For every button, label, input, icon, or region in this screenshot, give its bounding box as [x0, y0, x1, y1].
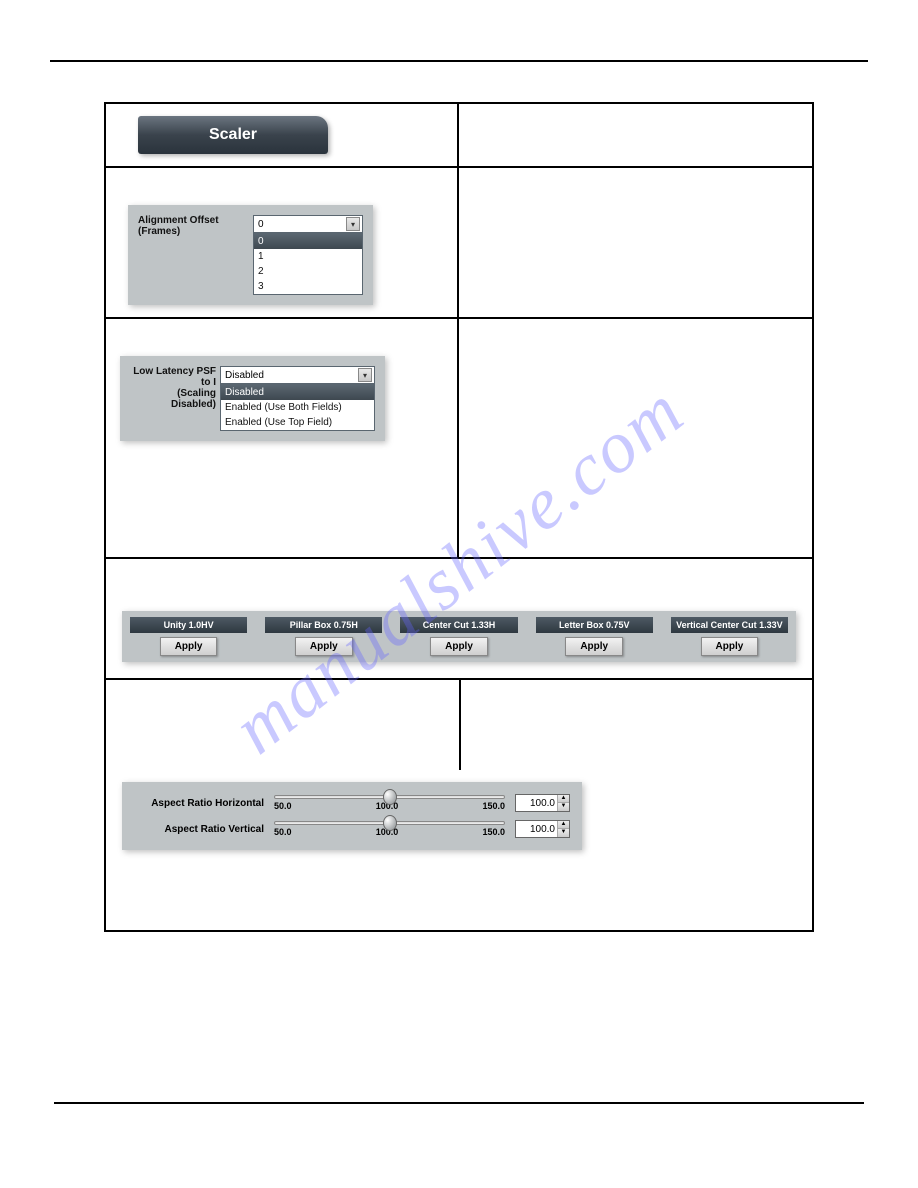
ar-vertical-value: 100.0: [516, 824, 557, 835]
chevron-down-icon[interactable]: ▾: [358, 368, 372, 382]
chevron-down-icon[interactable]: ▾: [346, 217, 360, 231]
preset-col-4: Vertical Center Cut 1.33V Apply: [671, 617, 788, 656]
empty-cell-1: [459, 104, 812, 166]
low-latency-panel: Low Latency PSF to I (Scaling Disabled) …: [120, 356, 385, 441]
ar-vertical-spinner[interactable]: 100.0 ▲▼: [515, 820, 570, 838]
aspect-ratio-panel: Aspect Ratio Horizontal 50.0 100.0 150.0…: [122, 782, 582, 850]
empty-cell-3: [459, 319, 812, 557]
ar-v-tick-min: 50.0: [274, 827, 292, 837]
apply-button-1[interactable]: Apply: [295, 637, 353, 656]
ar-v-tick-max: 150.0: [482, 827, 505, 837]
apply-button-0[interactable]: Apply: [160, 637, 218, 656]
alignment-offset-selected: 0: [258, 219, 264, 230]
spinner-up-icon[interactable]: ▲: [558, 821, 569, 829]
spinner-down-icon[interactable]: ▼: [558, 829, 569, 837]
alignment-offset-combo[interactable]: 0 ▾: [253, 215, 363, 233]
spinner-up-icon[interactable]: ▲: [558, 795, 569, 803]
preset-header-2: Center Cut 1.33H: [400, 617, 517, 633]
apply-button-2[interactable]: Apply: [430, 637, 488, 656]
preset-col-1: Pillar Box 0.75H Apply: [265, 617, 382, 656]
ar-horizontal-slider[interactable]: [274, 795, 505, 799]
preset-header-3: Letter Box 0.75V: [536, 617, 653, 633]
scaler-title-bar: Scaler: [138, 116, 328, 154]
alignment-offset-option-3[interactable]: 3: [254, 279, 362, 294]
alignment-offset-option-2[interactable]: 2: [254, 264, 362, 279]
ar-h-tick-min: 50.0: [274, 801, 292, 811]
alignment-offset-option-1[interactable]: 1: [254, 249, 362, 264]
alignment-offset-panel: Alignment Offset (Frames) 0 ▾ 0 1 2 3: [128, 205, 373, 305]
partial-divider: [459, 680, 461, 770]
ar-vertical-slider[interactable]: [274, 821, 505, 825]
apply-button-4[interactable]: Apply: [701, 637, 759, 656]
preset-col-0: Unity 1.0HV Apply: [130, 617, 247, 656]
presets-panel: Unity 1.0HV Apply Pillar Box 0.75H Apply…: [122, 611, 796, 662]
apply-button-3[interactable]: Apply: [565, 637, 623, 656]
ar-horizontal-spinner[interactable]: 100.0 ▲▼: [515, 794, 570, 812]
low-latency-combo[interactable]: Disabled ▾: [220, 366, 375, 384]
ar-horizontal-value: 100.0: [516, 798, 557, 809]
ar-h-tick-max: 150.0: [482, 801, 505, 811]
low-latency-listbox[interactable]: Disabled Enabled (Use Both Fields) Enabl…: [220, 384, 375, 431]
top-rule: [50, 60, 868, 62]
ar-horizontal-label: Aspect Ratio Horizontal: [134, 798, 264, 809]
low-latency-option-0[interactable]: Disabled: [221, 385, 374, 400]
preset-col-2: Center Cut 1.33H Apply: [400, 617, 517, 656]
preset-col-3: Letter Box 0.75V Apply: [536, 617, 653, 656]
alignment-offset-label: Alignment Offset (Frames): [138, 215, 249, 237]
preset-header-4: Vertical Center Cut 1.33V: [671, 617, 788, 633]
spinner-down-icon[interactable]: ▼: [558, 803, 569, 811]
low-latency-label-2: (Scaling Disabled): [130, 388, 216, 410]
alignment-offset-option-0[interactable]: 0: [254, 234, 362, 249]
low-latency-label-1: Low Latency PSF to I: [130, 366, 216, 388]
ar-vertical-thumb[interactable]: [383, 815, 397, 831]
bottom-rule: [54, 1102, 864, 1104]
empty-cell-2: [459, 168, 812, 317]
alignment-offset-listbox[interactable]: 0 1 2 3: [253, 233, 363, 295]
preset-header-0: Unity 1.0HV: [130, 617, 247, 633]
outer-table: Scaler Alignment Offset (Frames) 0 ▾: [104, 102, 814, 932]
ar-horizontal-thumb[interactable]: [383, 789, 397, 805]
ar-vertical-label: Aspect Ratio Vertical: [134, 824, 264, 835]
scaler-title-text: Scaler: [209, 126, 257, 144]
sliders-left-cell: Aspect Ratio Horizontal 50.0 100.0 150.0…: [106, 680, 812, 930]
low-latency-selected: Disabled: [225, 370, 264, 381]
low-latency-option-1[interactable]: Enabled (Use Both Fields): [221, 400, 374, 415]
low-latency-option-2[interactable]: Enabled (Use Top Field): [221, 415, 374, 430]
preset-header-1: Pillar Box 0.75H: [265, 617, 382, 633]
